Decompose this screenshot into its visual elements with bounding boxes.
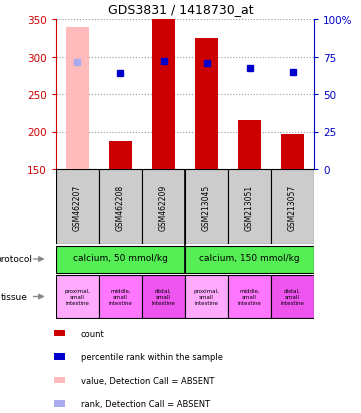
Bar — [99, 275, 142, 318]
Text: value, Detection Call = ABSENT: value, Detection Call = ABSENT — [81, 376, 214, 385]
Text: percentile rank within the sample: percentile rank within the sample — [81, 352, 223, 361]
Bar — [185, 275, 228, 318]
Text: proximal,
small
intestine: proximal, small intestine — [193, 289, 219, 305]
Text: GDS3831 / 1418730_at: GDS3831 / 1418730_at — [108, 3, 253, 17]
Text: calcium, 150 mmol/kg: calcium, 150 mmol/kg — [199, 254, 300, 262]
Bar — [271, 275, 314, 318]
Text: rank, Detection Call = ABSENT: rank, Detection Call = ABSENT — [81, 399, 210, 408]
Text: GSM213045: GSM213045 — [202, 184, 211, 230]
Bar — [238, 121, 261, 170]
Bar — [56, 275, 99, 318]
Text: middle,
small
intestine: middle, small intestine — [238, 289, 261, 305]
Text: calcium, 50 mmol/kg: calcium, 50 mmol/kg — [73, 254, 168, 262]
Text: GSM462208: GSM462208 — [116, 184, 125, 230]
Bar — [142, 275, 185, 318]
Bar — [228, 170, 271, 244]
Bar — [195, 39, 218, 170]
Text: distal,
small
intestine: distal, small intestine — [152, 289, 175, 305]
Bar — [281, 134, 304, 170]
Text: count: count — [81, 329, 104, 338]
Bar — [56, 170, 99, 244]
Bar — [142, 170, 185, 244]
Bar — [185, 170, 228, 244]
Text: distal,
small
intestine: distal, small intestine — [280, 289, 304, 305]
Bar — [109, 141, 132, 170]
Text: protocol: protocol — [0, 255, 32, 264]
Bar — [54, 330, 65, 337]
Text: GSM462209: GSM462209 — [159, 184, 168, 230]
Text: GSM213051: GSM213051 — [245, 184, 254, 230]
Text: GSM462207: GSM462207 — [73, 184, 82, 230]
Bar — [271, 170, 314, 244]
Text: middle,
small
intestine: middle, small intestine — [109, 289, 132, 305]
Bar — [185, 246, 314, 273]
Text: proximal,
small
intestine: proximal, small intestine — [65, 289, 90, 305]
Bar — [54, 354, 65, 360]
Bar — [56, 246, 185, 273]
Text: GSM213057: GSM213057 — [288, 184, 297, 230]
Bar — [228, 275, 271, 318]
Bar — [54, 400, 65, 407]
Text: tissue: tissue — [1, 292, 27, 301]
Bar — [99, 170, 142, 244]
Bar — [66, 27, 89, 170]
Bar — [54, 377, 65, 383]
Bar — [152, 20, 175, 170]
